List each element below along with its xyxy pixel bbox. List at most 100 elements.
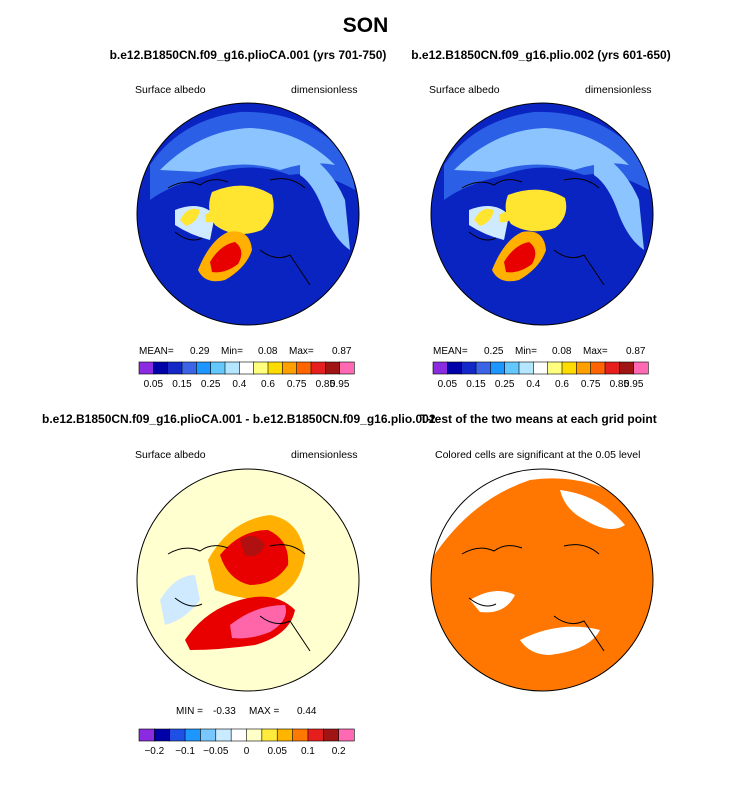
colorbar-3-bin-12 <box>322 728 340 742</box>
colorbar-1-bin-8 <box>253 361 269 375</box>
colorbar-1-tick-label: 0.75 <box>287 379 307 390</box>
colorbar-2-bin-5 <box>504 361 520 375</box>
colorbar-2-bin-0 <box>432 361 448 375</box>
panel-3-title: b.e12.B1850CN.f09_g16.plioCA.001 - b.e12… <box>42 412 436 426</box>
colorbar-3-bin-3 <box>184 728 202 742</box>
colorbar-2-bin-4 <box>490 361 506 375</box>
colorbar-2-tick-label: 0.75 <box>581 379 601 390</box>
panel-3-min-label: MIN = <box>176 706 203 717</box>
panel-2-east-snow <box>594 150 644 250</box>
colorbar-2-bin-8 <box>547 361 563 375</box>
colorbar-3-bin-7 <box>246 728 263 742</box>
page-title: SON <box>342 14 389 37</box>
panel-4-insignificant-3 <box>520 626 600 655</box>
colorbar-1-tick-label: 0.25 <box>201 379 221 390</box>
colorbar-3-tick-label: −0.2 <box>144 746 164 757</box>
colorbar-3-bin-11 <box>307 728 324 742</box>
panel-1-map-border <box>136 102 360 326</box>
colorbar-2-bin-12 <box>604 361 620 375</box>
colorbar-3-bin-13 <box>338 728 355 742</box>
colorbar-2-bin-10 <box>576 361 592 375</box>
panel-1-max: 0.87 <box>332 346 352 357</box>
panel-1-map <box>136 102 360 326</box>
panel-4-map <box>430 468 654 692</box>
panel-2-left-label: Surface albedo <box>429 84 500 96</box>
colorbar-2-bin-11 <box>590 361 606 375</box>
colorbar-3-bin-9 <box>276 728 294 742</box>
colorbar-2-bin-13 <box>619 361 635 375</box>
panel-4-insignificant-1 <box>560 490 625 529</box>
colorbar-3-tick-label: 0 <box>244 746 250 757</box>
colorbar-3-bin-0 <box>138 728 155 742</box>
colorbar-1-tick-label: 0.15 <box>172 379 192 390</box>
panel-4-significant-area <box>431 478 653 691</box>
panel-1-coastlines <box>167 178 311 286</box>
colorbar-1-bin-14 <box>339 361 355 375</box>
colorbar-3-tick-label: −0.1 <box>175 746 195 757</box>
panel-1-min-label: Min= <box>221 346 243 357</box>
colorbar-2-tick-label: 0.15 <box>466 379 486 390</box>
panel-3-right-label: dimensionless <box>291 449 358 461</box>
panel-4-subtitle: Colored cells are significant at the 0.0… <box>435 449 641 461</box>
panel-2-title: b.e12.B1850CN.f09_g16.plio.002 (yrs 601-… <box>411 48 671 62</box>
panel-3-map-border <box>136 468 360 692</box>
colorbar-2-tick-label: 0.85 <box>610 379 630 390</box>
panel-2-max: 0.87 <box>626 346 646 357</box>
panel-2-greenland-core <box>504 242 536 273</box>
colorbar-1-bin-6 <box>224 361 240 375</box>
colorbar-3-bin-10 <box>292 728 309 742</box>
colorbar-1-bin-5 <box>210 361 226 375</box>
colorbar-3-tick-label: 0.05 <box>267 746 287 757</box>
colorbar-1-tick-label: 0.05 <box>144 379 164 390</box>
panel-3-map <box>136 468 360 692</box>
panel-4-insignificant-2 <box>470 591 515 613</box>
colorbar-1-bin-3 <box>181 361 197 375</box>
colorbar-2-bin-14 <box>633 361 649 375</box>
colorbar-2-tick-label: 0.95 <box>624 379 644 390</box>
panel-2-sea-ice <box>505 189 567 232</box>
panel-4-map-border <box>430 468 654 692</box>
panel-1-islands <box>180 208 220 226</box>
panel-1-east-snow <box>300 150 350 250</box>
colorbar-3-tick-label: 0.2 <box>332 746 346 757</box>
colorbar-2-bin-3 <box>475 361 491 375</box>
colorbar-2-bin-7 <box>533 361 549 375</box>
colorbar-1-tick-label: 0.95 <box>330 379 350 390</box>
panel-2-mean: 0.25 <box>484 346 504 357</box>
panel-2-map <box>430 102 654 326</box>
colorbar-1-tick-label: 0.4 <box>232 379 246 390</box>
colorbar-2-tick-label: 0.05 <box>438 379 458 390</box>
panel-4-title: T-test of the two means at each grid poi… <box>420 412 657 426</box>
panel-3-min: -0.33 <box>213 706 236 717</box>
panel-1-left-label: Surface albedo <box>135 84 206 96</box>
colorbar-1-tick-label: 0.85 <box>316 379 336 390</box>
panel-3-negative-area <box>160 575 200 625</box>
panel-1-min: 0.08 <box>258 346 278 357</box>
panel-3-left-label: Surface albedo <box>135 449 206 461</box>
colorbar-2-bin-9 <box>561 361 577 375</box>
colorbar-1-tick-label: 0.6 <box>261 379 275 390</box>
panel-1-title: b.e12.B1850CN.f09_g16.plioCA.001 (yrs 70… <box>109 48 387 62</box>
colorbar-1-bin-9 <box>267 361 283 375</box>
colorbar-3-bin-4 <box>200 728 217 742</box>
panel-3-coastlines <box>167 544 311 652</box>
colorbar-3-bin-5 <box>215 728 232 742</box>
colorbar-2-tick-label: 0.6 <box>555 379 569 390</box>
colorbar-3-tick-label: −0.05 <box>203 746 229 757</box>
colorbar-2-bin-2 <box>461 361 477 375</box>
panel-1-greenland-core <box>210 242 242 273</box>
panel-3-ice-change-core <box>220 530 289 585</box>
panel-2-snow-band <box>454 128 629 172</box>
panel-1-max-label: Max= <box>289 346 314 357</box>
panel-1-right-label: dimensionless <box>291 84 358 96</box>
colorbar-2-bin-6 <box>518 361 534 375</box>
panel-2-map-border <box>430 102 654 326</box>
colorbar-2-bin-1 <box>447 361 463 375</box>
panel-2-mean-label: MEAN= <box>433 346 468 357</box>
colorbar-1-bin-12 <box>310 361 326 375</box>
colorbar-2-tick-label: 0.4 <box>526 379 540 390</box>
panel-3-ice-max <box>240 536 265 557</box>
panel-2-min: 0.08 <box>552 346 572 357</box>
panel-1-snow-band <box>160 128 335 172</box>
